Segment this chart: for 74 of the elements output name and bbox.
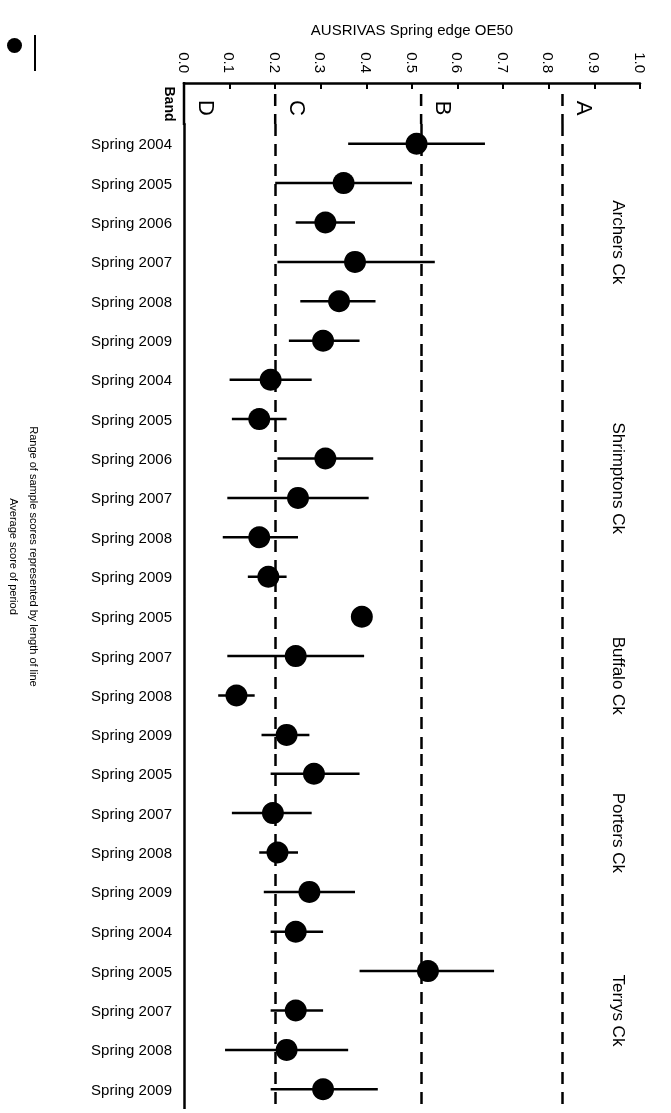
x-tick-label: 1.0 xyxy=(631,52,649,73)
annotation: Porters Ck xyxy=(608,793,628,874)
x-tick-label: 0.9 xyxy=(585,52,603,73)
point xyxy=(314,211,337,234)
y-tick-label: Spring 2005 xyxy=(91,765,172,783)
text: Band xyxy=(162,86,178,122)
y-tick-label: Spring 2004 xyxy=(91,135,172,153)
point xyxy=(266,841,289,864)
point xyxy=(261,802,284,825)
point xyxy=(284,644,307,667)
point xyxy=(248,408,271,431)
y-tick-label: Spring 2007 xyxy=(91,647,172,665)
text: Range of sample scores represented by length of line xyxy=(27,425,41,689)
point xyxy=(298,881,321,904)
point xyxy=(344,250,366,273)
x-tick-label: 0.5 xyxy=(403,52,421,73)
annotation: Archers Ck xyxy=(608,200,628,285)
x-tick-label: 0.1 xyxy=(221,52,239,73)
y-tick-label: Spring 2007 xyxy=(91,489,172,507)
y-tick-label: Spring 2008 xyxy=(91,529,172,547)
y-tick-label: Spring 2009 xyxy=(91,883,172,901)
y-tick-label: Spring 2008 xyxy=(91,1041,172,1059)
text: Average score of period xyxy=(7,497,21,617)
y-tick-label: Spring 2007 xyxy=(91,1001,172,1019)
text: A xyxy=(571,100,597,116)
y-tick-label: Spring 2004 xyxy=(91,371,172,389)
y-tick-label: Spring 2008 xyxy=(91,292,172,310)
point xyxy=(312,1078,335,1101)
y-tick-label: Spring 2009 xyxy=(91,726,172,744)
point xyxy=(312,329,335,352)
y-tick-label: Spring 2005 xyxy=(91,410,172,428)
y-tick-label: Spring 2004 xyxy=(91,923,172,941)
y-tick-label: Spring 2009 xyxy=(91,332,172,350)
y-tick-label: Spring 2008 xyxy=(91,844,172,862)
annotation: Terrys Ck xyxy=(608,974,628,1047)
x-tick-label: 0.8 xyxy=(540,52,558,73)
x-tick-label: 0.2 xyxy=(266,52,284,73)
text: B xyxy=(430,100,456,116)
point xyxy=(314,447,337,470)
x-tick-label: 0.3 xyxy=(312,52,330,73)
x-axis-title: AUSRIVAS Spring edge OE50 xyxy=(310,21,514,38)
y-tick-label: Spring 2006 xyxy=(91,214,172,231)
text: C xyxy=(284,100,310,117)
x-tick-label: 0.6 xyxy=(449,52,467,73)
text: D xyxy=(193,100,219,116)
point xyxy=(284,999,307,1022)
point xyxy=(248,526,271,549)
point xyxy=(332,172,355,195)
point xyxy=(259,369,282,392)
y-tick-label: Spring 2007 xyxy=(91,804,172,822)
point xyxy=(284,920,307,943)
y-tick-label: Spring 2005 xyxy=(91,607,172,625)
point xyxy=(275,1038,298,1061)
y-tick-label: Spring 2006 xyxy=(91,450,172,468)
point xyxy=(287,487,309,510)
y-tick-label: Spring 2009 xyxy=(91,568,172,586)
annotation: Buffalo Ck xyxy=(608,636,628,716)
y-tick-label: Spring 2009 xyxy=(91,1080,172,1098)
point xyxy=(302,763,325,786)
point xyxy=(416,960,439,983)
point xyxy=(257,566,280,589)
annotation: Shrimptons Ck xyxy=(608,422,628,535)
x-tick-label: 0.7 xyxy=(494,52,512,73)
point xyxy=(275,723,298,746)
x-tick-label: 0.0 xyxy=(175,52,193,73)
point xyxy=(328,290,351,313)
y-tick-label: Spring 2007 xyxy=(91,253,172,271)
point xyxy=(350,605,373,628)
x-tick-label: 0.4 xyxy=(357,52,375,73)
point xyxy=(405,132,428,155)
y-tick-label: Spring 2005 xyxy=(91,174,172,192)
y-tick-label: Spring 2008 xyxy=(91,686,172,704)
y-tick-label: Spring 2005 xyxy=(91,962,172,980)
point xyxy=(225,684,248,707)
